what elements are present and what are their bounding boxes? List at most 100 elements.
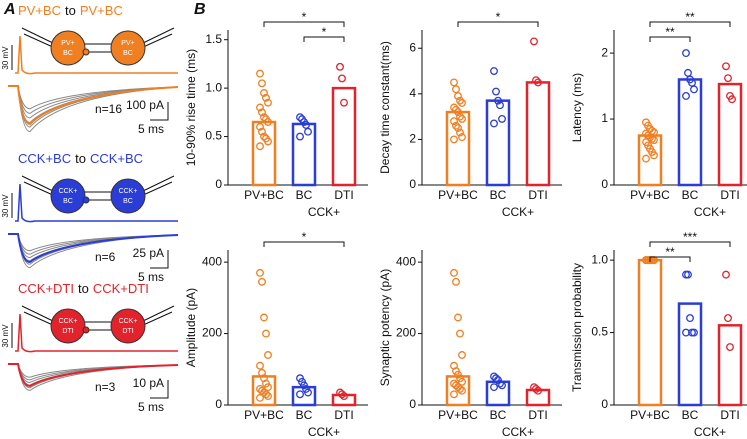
data-point <box>450 268 458 277</box>
data-point <box>452 105 460 114</box>
data-point <box>450 117 458 126</box>
y-tick-label: 1 <box>601 111 608 125</box>
bar <box>331 393 357 407</box>
y-tick-label: 0 <box>215 177 222 191</box>
data-point <box>722 270 730 279</box>
bar <box>525 388 551 407</box>
cell <box>110 308 146 344</box>
cell-label: BC <box>123 50 133 57</box>
data-point <box>452 121 460 130</box>
data-point <box>642 154 650 163</box>
x-tick-label: BC <box>490 408 507 422</box>
cell-label: PV+ <box>121 40 134 47</box>
electrode <box>21 27 175 49</box>
title-part: PV+BC <box>18 3 61 18</box>
data-point <box>490 67 498 75</box>
electrode <box>21 305 175 327</box>
data-point <box>492 87 500 96</box>
cell <box>110 30 146 66</box>
data-point <box>258 127 266 136</box>
y-tick-label: 0 <box>409 177 416 191</box>
y-tick-label: 0.5 <box>205 129 222 143</box>
y-axis-label: Decay time constant(ms) <box>378 41 392 174</box>
y-axis-label: 10-90% rise time (ms) <box>184 49 198 166</box>
data-point <box>690 328 698 337</box>
data-point <box>458 114 466 123</box>
cell <box>50 308 86 344</box>
cell-label: CCK+ <box>59 318 78 325</box>
synapse <box>82 326 90 334</box>
data-point <box>728 95 736 104</box>
mean-current <box>8 85 179 126</box>
data-point <box>260 313 268 322</box>
data-point <box>456 384 464 393</box>
y-axis-label: Synaptic potency (pA) <box>378 269 392 386</box>
time-scale: 5 ms <box>138 270 164 284</box>
data-point <box>492 374 500 383</box>
data-point <box>456 128 464 137</box>
data-point <box>264 98 272 107</box>
data-point <box>260 113 268 122</box>
cell <box>110 178 146 214</box>
pair-title: CCK+DTI to CCK+DTI <box>18 281 149 296</box>
significance-label: ** <box>665 245 675 259</box>
data-point <box>258 79 266 88</box>
data-point <box>450 135 458 144</box>
bar <box>331 86 357 187</box>
cell-label: BC <box>123 198 133 205</box>
significance-label: * <box>302 230 307 244</box>
x-tick-label: PV+BC <box>438 188 478 202</box>
data-point <box>264 392 272 401</box>
group-label: CCK+ <box>502 205 534 219</box>
data-point <box>454 124 462 132</box>
x-tick-label: BC <box>682 188 699 202</box>
x-tick-label: BC <box>296 188 313 202</box>
group-label: CCK+ <box>694 205 726 219</box>
bar <box>445 375 471 407</box>
synapse <box>82 196 90 204</box>
n-label: n=6 <box>95 250 116 264</box>
data-point <box>456 112 464 121</box>
voltage-trace <box>15 313 178 353</box>
y-tick-label: 2 <box>601 45 608 59</box>
significance-bracket <box>457 21 539 27</box>
data-point <box>724 74 732 83</box>
x-tick-label: DTI <box>334 408 353 422</box>
x-tick-label: DTI <box>334 188 353 202</box>
data-point <box>256 103 264 112</box>
data-point <box>452 277 460 286</box>
title-part: to <box>75 151 86 166</box>
data-point <box>534 78 542 87</box>
data-point <box>256 69 264 78</box>
data-point <box>726 343 734 352</box>
data-point <box>642 256 650 265</box>
data-point <box>682 328 690 337</box>
data-point <box>458 133 466 142</box>
data-point <box>264 118 272 126</box>
data-point <box>650 136 658 145</box>
data-point <box>532 384 540 393</box>
title-part: PV+BC <box>80 3 123 18</box>
y-tick-label: 0 <box>215 397 222 411</box>
data-point <box>494 96 502 105</box>
y-tick-label: 400 <box>396 254 416 268</box>
cell-label: CCK+ <box>119 318 138 325</box>
data-point <box>296 390 304 399</box>
data-point <box>450 390 458 399</box>
pair-title: CCK+BC to CCK+BC <box>18 151 143 166</box>
bar <box>291 385 317 407</box>
x-tick-label: BC <box>490 188 507 202</box>
time-scale: 5 ms <box>138 400 164 414</box>
cell-label: CCK+ <box>59 188 78 195</box>
significance-label: ** <box>685 10 695 24</box>
current-trace <box>8 85 179 110</box>
bar <box>251 120 277 187</box>
mean-current <box>8 363 179 388</box>
data-point <box>262 93 270 102</box>
title-part: CCK+BC <box>18 151 71 166</box>
data-point <box>684 68 692 77</box>
data-point <box>264 351 272 359</box>
bar <box>485 99 511 187</box>
data-point <box>490 383 498 392</box>
time-scale: 5 ms <box>138 122 164 136</box>
